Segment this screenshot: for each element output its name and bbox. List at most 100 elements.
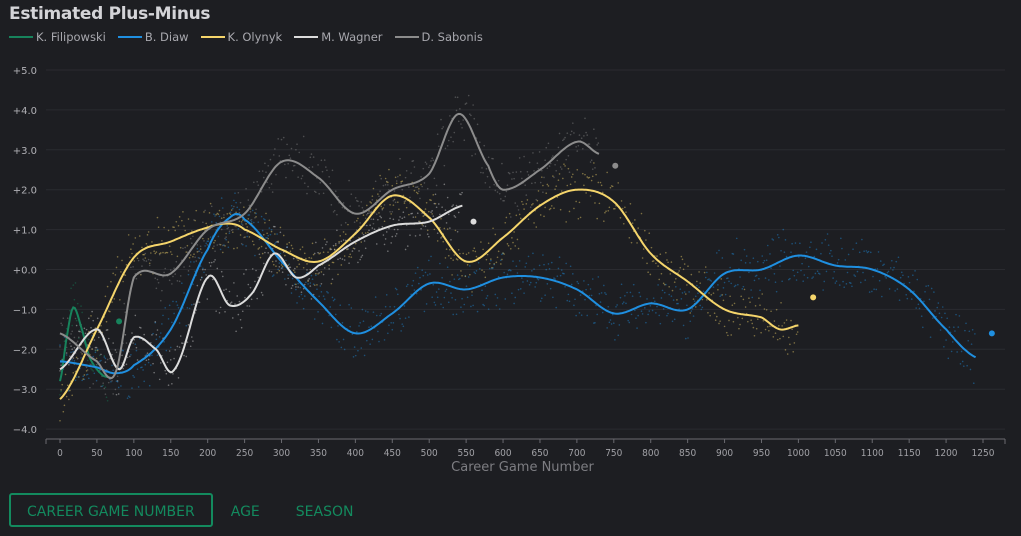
game-point [301,175,304,177]
game-point [699,304,701,307]
legend-item-olynyk[interactable]: K. Olynyk [200,30,282,44]
game-point [312,253,315,256]
game-point [363,354,366,357]
game-point [260,245,263,248]
game-point [59,370,61,372]
game-point [303,182,306,184]
game-point [96,317,99,320]
game-point [624,206,626,209]
game-point [568,300,571,303]
game-point [222,207,224,209]
game-point [214,215,216,217]
game-point [718,322,720,325]
game-point [265,237,267,239]
game-point [68,390,70,392]
game-point [63,340,66,342]
game-point [125,264,128,266]
game-point [276,233,278,235]
game-point [213,213,215,215]
game-point [99,369,101,371]
game-point [326,290,328,293]
game-point [959,363,962,365]
game-point [834,282,837,284]
game-point [382,184,385,187]
game-point [371,195,374,197]
game-point [86,369,89,371]
game-point [672,299,675,301]
game-point [737,283,739,286]
game-point [558,132,561,135]
game-point [584,173,586,176]
game-point [186,307,189,309]
game-point [145,353,148,356]
game-point [535,226,538,228]
tab-age[interactable]: AGE [230,504,260,520]
game-point [744,306,747,308]
legend-item-filipowski[interactable]: K. Filipowski [9,30,106,44]
game-point [807,265,810,268]
game-point [391,210,394,213]
game-point [413,289,416,291]
game-point [428,259,430,262]
game-point [547,185,550,187]
game-point [105,320,108,323]
game-point [172,275,174,278]
game-point [284,254,286,257]
game-point [665,251,667,254]
game-point [464,103,467,105]
game-point [774,281,777,283]
game-point [199,248,202,250]
game-point [616,304,618,306]
game-point [316,284,318,286]
game-point [188,265,191,268]
game-point [337,195,339,198]
game-point [75,341,78,344]
game-point [641,257,644,259]
game-point [434,304,437,306]
game-point [865,250,868,252]
game-point [538,151,541,153]
legend-item-wagner[interactable]: M. Wagner [294,30,383,44]
game-point [295,286,297,288]
game-point [401,180,404,182]
game-point [596,144,598,146]
game-point [75,319,78,322]
game-point [572,173,574,176]
game-point [780,301,782,304]
game-point [435,291,438,293]
game-point [597,142,600,144]
x-tick-label: 150 [162,448,179,459]
legend-item-sabonis[interactable]: D. Sabonis [394,30,483,44]
game-point [235,201,237,204]
tab-career-game-number[interactable]: CAREER GAME NUMBER [9,493,213,527]
game-point [248,236,251,238]
game-point [751,322,754,325]
game-point [608,321,611,324]
game-point [896,288,899,290]
tab-season[interactable]: SEASON [295,504,354,520]
game-point [114,349,117,351]
game-point [319,285,322,287]
game-point [363,240,366,242]
legend-item-diaw[interactable]: B. Diaw [117,30,189,44]
game-point [256,180,258,183]
game-point [395,288,398,291]
game-point [322,251,325,254]
game-point [265,212,267,215]
game-point [859,281,862,284]
game-point [576,280,579,283]
game-point [251,268,254,270]
game-point [570,176,573,178]
game-point [378,212,380,214]
game-point [506,184,509,187]
game-point [308,277,311,280]
legend-label: B. Diaw [144,30,189,44]
game-point [502,252,504,254]
game-point [372,311,375,313]
game-point [555,185,558,187]
game-point [485,297,488,300]
game-point [511,178,513,180]
game-point [412,216,415,218]
game-point [503,199,505,202]
game-point [269,158,272,161]
